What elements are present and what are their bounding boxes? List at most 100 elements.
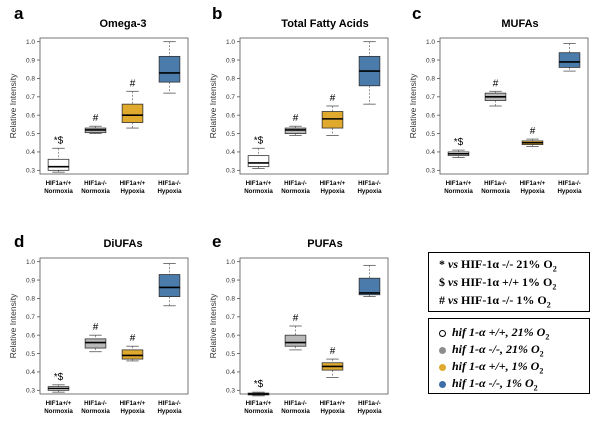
x-tick-label: Normoxia xyxy=(281,188,310,195)
x-tick-label: HIF1a-/- xyxy=(358,180,381,187)
y-tick-label: 0.9 xyxy=(226,57,235,64)
box xyxy=(121,349,144,360)
x-tick-label: HIF1a+/+ xyxy=(46,400,72,407)
y-tick-label: 0.8 xyxy=(226,296,235,303)
x-tick-label: Normoxia xyxy=(481,188,510,195)
y-tick-label: 0.3 xyxy=(26,168,35,175)
x-tick-label: Hypoxia xyxy=(357,408,382,415)
significance-marker: # xyxy=(130,333,136,344)
significance-marker: *$ xyxy=(54,372,64,383)
significance-legend-item: * vs HIF-1α -/- 21% O2 xyxy=(439,257,557,274)
y-tick-label: 0.9 xyxy=(426,57,435,64)
box xyxy=(84,338,107,349)
y-tick-label: 0.5 xyxy=(226,131,235,138)
panel-letter: b xyxy=(212,4,223,23)
y-tick-label: 1.0 xyxy=(26,259,35,266)
x-tick-label: HIF1a+/+ xyxy=(46,180,72,187)
x-tick-label: Normoxia xyxy=(244,188,273,195)
panel-letter: e xyxy=(212,232,222,251)
group-legend-item: hif 1-α -/-, 1% O2 xyxy=(439,376,538,392)
group-legend: hif 1-α +/+, 21% O2 hif 1-α -/-, 21% O2 … xyxy=(428,318,590,394)
y-tick-label: 0.5 xyxy=(226,351,235,358)
y-tick-label: 0.3 xyxy=(226,388,235,395)
significance-legend-item: # vs HIF-1α -/- 1% O2 xyxy=(439,293,551,310)
x-tick-label: HIF1a-/- xyxy=(158,180,181,187)
significance-marker: # xyxy=(330,346,336,357)
x-tick-label: HIF1a+/+ xyxy=(320,400,346,407)
y-tick-label: 0.7 xyxy=(226,94,235,101)
panel-letter: c xyxy=(412,4,422,23)
x-tick-label: HIF1a+/+ xyxy=(246,180,272,187)
box xyxy=(284,127,307,134)
y-tick-label: 0.3 xyxy=(226,168,235,175)
y-axis-label: Relative Intensity xyxy=(8,73,18,138)
x-tick-label: HIF1a-/- xyxy=(284,400,307,407)
y-tick-label: 1.0 xyxy=(26,39,35,46)
y-tick-label: 0.4 xyxy=(26,369,35,376)
y-tick-label: 0.7 xyxy=(26,314,35,321)
x-tick-label: HIF1a+/+ xyxy=(446,180,472,187)
y-tick-label: 0.4 xyxy=(426,149,435,156)
plot-frame xyxy=(439,37,589,175)
x-tick-label: Normoxia xyxy=(44,188,73,195)
y-tick-label: 1.0 xyxy=(226,39,235,46)
significance-marker: *$ xyxy=(54,135,64,146)
y-tick-label: 0.6 xyxy=(226,112,235,119)
boxplot-chart: Relative Intensity 0.3 0.4 0.5 0.6 0.7 0.8 0.9 1… xyxy=(8,257,189,415)
x-tick-label: Hypoxia xyxy=(320,188,345,195)
panel-letter: d xyxy=(14,232,25,251)
boxplot-chart: Relative Intensity 0.3 0.4 0.5 0.6 0.7 0.8 0.9 1… xyxy=(208,257,389,415)
significance-marker: # xyxy=(330,93,336,104)
y-tick-label: 0.6 xyxy=(426,112,435,119)
panel-title: MUFAs xyxy=(501,18,539,30)
box xyxy=(47,158,70,171)
x-tick-label: HIF1a+/+ xyxy=(120,180,146,187)
y-tick-label: 1.0 xyxy=(426,39,435,46)
y-tick-label: 0.9 xyxy=(26,277,35,284)
significance-marker: *$ xyxy=(254,379,264,390)
y-tick-label: 0.8 xyxy=(26,76,35,83)
x-tick-label: Hypoxia xyxy=(520,188,545,195)
significance-marker: # xyxy=(93,322,99,333)
y-tick-label: 0.4 xyxy=(226,369,235,376)
plot-frame xyxy=(239,37,389,175)
significance-marker: *$ xyxy=(254,135,264,146)
group-legend-item: hif 1-α -/-, 21% O2 xyxy=(439,342,544,358)
y-tick-label: 0.6 xyxy=(26,332,35,339)
y-tick-label: 0.6 xyxy=(226,332,235,339)
panel-letter: a xyxy=(14,4,24,23)
plot-frame xyxy=(39,257,189,395)
x-tick-label: HIF1a-/- xyxy=(358,400,381,407)
y-tick-label: 0.5 xyxy=(26,351,35,358)
significance-marker: # xyxy=(293,113,299,124)
y-tick-label: 0.5 xyxy=(26,131,35,138)
x-tick-label: Normoxia xyxy=(444,188,473,195)
x-tick-label: Normoxia xyxy=(281,408,310,415)
panel-title: Omega-3 xyxy=(99,18,147,30)
y-tick-label: 0.7 xyxy=(26,94,35,101)
legend-swatch xyxy=(439,380,446,388)
y-axis-label: Relative Intensity xyxy=(8,293,18,358)
x-tick-label: Hypoxia xyxy=(557,188,582,195)
y-axis-label: Relative Intensity xyxy=(208,293,218,358)
y-axis-label: Relative Intensity xyxy=(208,73,218,138)
box xyxy=(284,334,307,347)
y-tick-label: 1.0 xyxy=(226,259,235,266)
box xyxy=(358,277,381,296)
significance-marker: # xyxy=(293,313,299,324)
significance-legend-item: $ vs HIF-1α +/+ 1% O2 xyxy=(439,275,557,292)
panel-title: Total Fatty Acids xyxy=(281,18,369,30)
x-tick-label: Hypoxia xyxy=(120,408,145,415)
box xyxy=(158,274,181,297)
y-tick-label: 0.3 xyxy=(26,388,35,395)
x-tick-label: HIF1a+/+ xyxy=(246,400,272,407)
x-tick-label: HIF1a-/- xyxy=(84,180,107,187)
y-tick-label: 0.3 xyxy=(426,168,435,175)
legend-swatch xyxy=(439,329,446,337)
y-tick-label: 0.9 xyxy=(26,57,35,64)
y-tick-label: 0.7 xyxy=(426,94,435,101)
y-tick-label: 0.4 xyxy=(26,149,35,156)
x-tick-label: HIF1a-/- xyxy=(284,180,307,187)
x-tick-label: Hypoxia xyxy=(120,188,145,195)
panel-title: DiUFAs xyxy=(103,238,143,250)
